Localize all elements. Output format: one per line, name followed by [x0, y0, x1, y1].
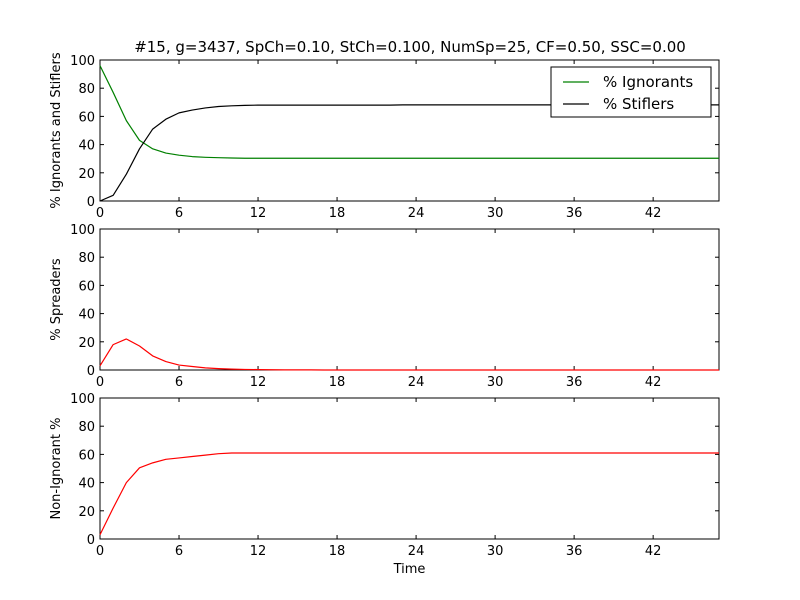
x-tick-label: 6 — [175, 206, 183, 221]
x-tick-label: 12 — [250, 206, 267, 221]
x-tick-label: 30 — [487, 544, 504, 559]
x-tick-label: 36 — [566, 206, 583, 221]
y-tick-label: 100 — [70, 392, 95, 407]
y-axis-label: % Spreaders — [49, 258, 64, 341]
legend-entry: % Ignorants — [603, 73, 693, 91]
chart-panel-1: 0 6 12 18 24 30 36 42 0 20 40 60 80 100 % Ignorants an… — [49, 52, 720, 221]
x-tick-label: 30 — [487, 206, 504, 221]
y-tick-label: 40 — [78, 477, 95, 492]
y-tick-label: 100 — [70, 54, 95, 69]
y-tick-label: 80 — [78, 251, 95, 266]
x-tick-label: 18 — [329, 206, 346, 221]
y-axis-label: Non-Ignorant % — [49, 417, 64, 519]
y-tick-label: 40 — [78, 139, 95, 154]
x-tick-label: 12 — [250, 544, 267, 559]
x-axis-label: Time — [393, 562, 426, 577]
y-tick-label: 100 — [70, 223, 95, 238]
y-tick-label: 60 — [78, 110, 95, 125]
x-tick-label: 30 — [487, 375, 504, 390]
series-line — [99, 452, 719, 536]
y-tick-label: 20 — [78, 336, 95, 351]
chart-panel-3: 0 6 12 18 24 30 36 42 0 20 40 60 80 100 Non-Ignorant %… — [49, 392, 720, 577]
y-tick-label: 60 — [78, 448, 95, 463]
x-tick-label: 6 — [175, 544, 183, 559]
x-tick-label: 36 — [566, 544, 583, 559]
x-tick-label: 12 — [250, 375, 267, 390]
y-tick-label: 20 — [78, 505, 95, 520]
x-tick-label: 42 — [645, 206, 662, 221]
x-tick-label: 0 — [96, 375, 104, 390]
y-tick-label: 40 — [78, 308, 95, 323]
x-tick-label: 0 — [96, 206, 104, 221]
y-tick-label: 0 — [87, 195, 95, 210]
x-tick-label: 42 — [645, 375, 662, 390]
chart-panel-2: 0 6 12 18 24 30 36 42 0 20 40 60 80 100 % Spreaders — [49, 223, 720, 390]
y-tick-label: 0 — [87, 533, 95, 548]
legend: % Ignorants % Stiflers — [550, 66, 712, 118]
figure-title: #15, g=3437, SpCh=0.10, StCh=0.100, NumS… — [134, 38, 686, 56]
plot-frame — [99, 397, 720, 540]
y-tick-label: 20 — [78, 167, 95, 182]
x-tick-label: 36 — [566, 375, 583, 390]
plot-frame — [99, 228, 720, 371]
x-tick-label: 18 — [329, 375, 346, 390]
y-axis-label: % Ignorants and Stiflers — [49, 52, 64, 208]
series-line-ignorants — [99, 65, 719, 159]
x-tick-label: 6 — [175, 375, 183, 390]
series-line — [99, 338, 719, 371]
x-tick-label: 24 — [408, 375, 425, 390]
x-tick-label: 42 — [645, 544, 662, 559]
x-tick-label: 24 — [408, 206, 425, 221]
y-tick-label: 80 — [78, 82, 95, 97]
x-tick-label: 24 — [408, 544, 425, 559]
x-tick-label: 18 — [329, 544, 346, 559]
x-tick-label: 0 — [96, 544, 104, 559]
legend-box — [550, 66, 712, 118]
y-tick-label: 0 — [87, 364, 95, 379]
y-tick-label: 60 — [78, 279, 95, 294]
legend-entry: % Stiflers — [603, 95, 674, 113]
y-tick-label: 80 — [78, 420, 95, 435]
